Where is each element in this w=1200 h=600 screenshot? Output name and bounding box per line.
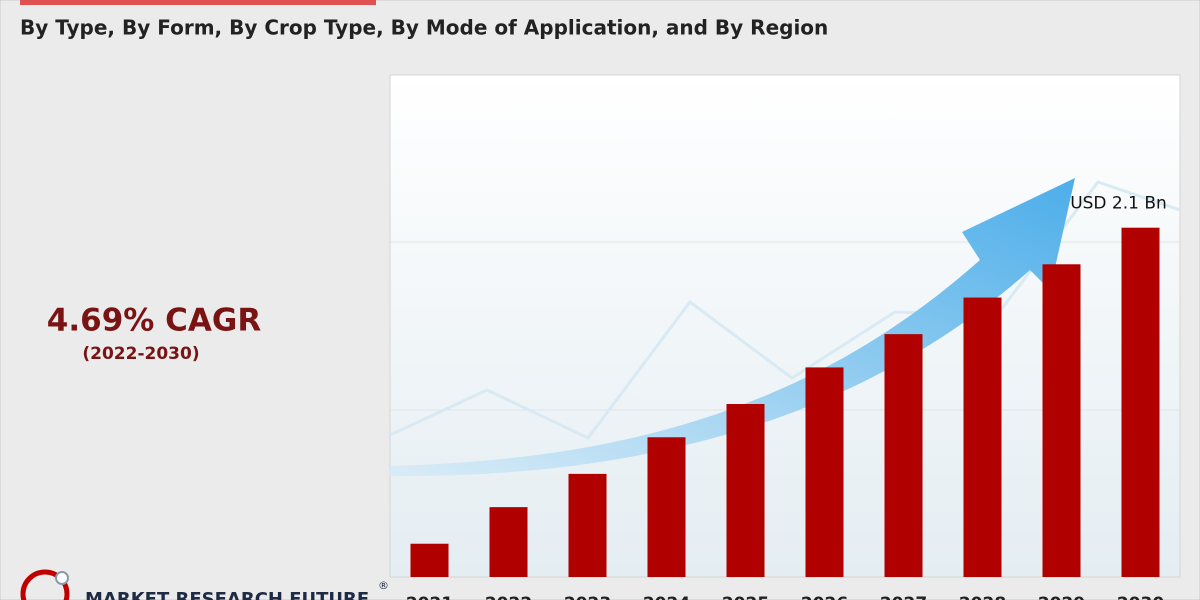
x-tick-label: 2021 [406,594,453,600]
bar [963,297,1002,577]
brand: MARKET RESEARCH FUTURE [85,589,369,600]
cagr-period: (2022-2030) [82,344,199,364]
x-tick-label: 2023 [564,594,611,600]
subtitle: By Type, By Form, By Crop Type, By Mode … [20,16,828,40]
header-accent [20,0,376,5]
x-tick-label: 2024 [643,594,690,600]
bar [1121,227,1160,577]
bar [647,437,686,577]
x-tick-label: 2028 [959,594,1006,600]
logo [20,569,70,600]
brand-mark: ® [378,579,389,592]
bar [726,404,765,577]
value-label: USD 2.1 Bn [1070,194,1167,214]
bar [1042,264,1081,577]
bar [489,507,528,577]
x-tick-label: 2026 [801,594,848,600]
x-tick-label: 2029 [1038,594,1085,600]
x-tick-label: 2027 [880,594,927,600]
bar [884,334,923,577]
x-tick-label: 2022 [485,594,532,600]
cagr: 4.69% CAGR [47,303,262,339]
x-tick-label: 2030 [1117,594,1164,600]
bar [805,367,844,577]
bar [568,473,607,577]
x-tick-label: 2025 [722,594,769,600]
bar [410,543,449,577]
